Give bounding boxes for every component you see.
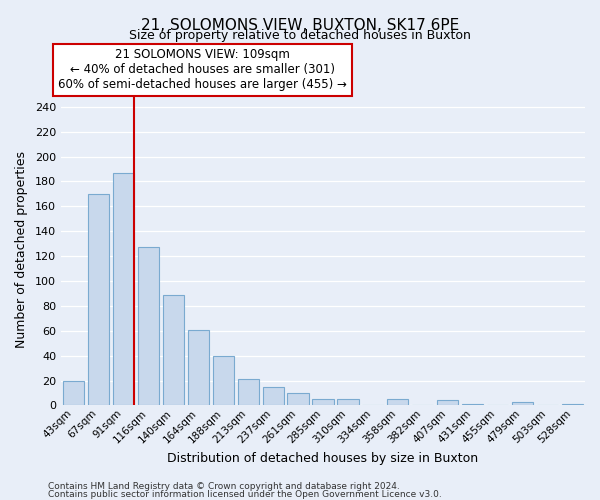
Bar	[138, 248, 159, 406]
Y-axis label: Number of detached properties: Number of detached properties	[15, 152, 28, 348]
Bar	[562, 404, 583, 406]
Bar	[238, 380, 259, 406]
Text: Size of property relative to detached houses in Buxton: Size of property relative to detached ho…	[129, 29, 471, 42]
Text: Contains HM Land Registry data © Crown copyright and database right 2024.: Contains HM Land Registry data © Crown c…	[48, 482, 400, 491]
Bar	[387, 399, 409, 406]
Bar	[313, 399, 334, 406]
Text: 21, SOLOMONS VIEW, BUXTON, SK17 6PE: 21, SOLOMONS VIEW, BUXTON, SK17 6PE	[141, 18, 459, 32]
Bar	[188, 330, 209, 406]
Bar	[163, 294, 184, 406]
Bar	[437, 400, 458, 406]
Bar	[512, 402, 533, 406]
Bar	[462, 404, 484, 406]
Text: 21 SOLOMONS VIEW: 109sqm
← 40% of detached houses are smaller (301)
60% of semi-: 21 SOLOMONS VIEW: 109sqm ← 40% of detach…	[58, 48, 347, 91]
X-axis label: Distribution of detached houses by size in Buxton: Distribution of detached houses by size …	[167, 452, 479, 465]
Text: Contains public sector information licensed under the Open Government Licence v3: Contains public sector information licen…	[48, 490, 442, 499]
Bar	[113, 172, 134, 406]
Bar	[212, 356, 234, 406]
Bar	[287, 393, 308, 406]
Bar	[263, 387, 284, 406]
Bar	[337, 399, 359, 406]
Bar	[88, 194, 109, 406]
Bar	[63, 380, 84, 406]
